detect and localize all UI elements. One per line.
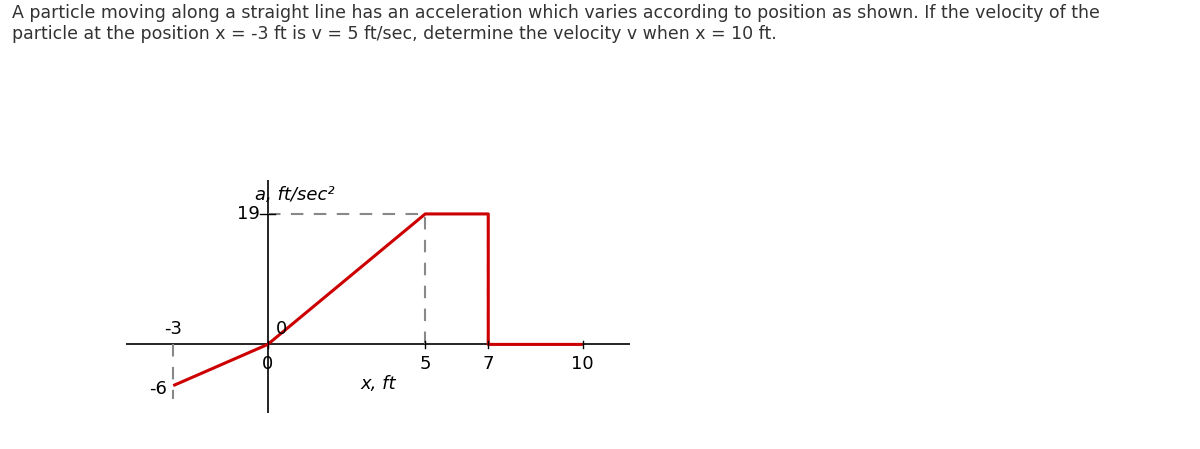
Text: 7: 7 [482,355,494,373]
Text: -3: -3 [164,320,182,338]
Text: 0: 0 [276,320,287,338]
Text: 5: 5 [420,355,431,373]
Text: 10: 10 [571,355,594,373]
Text: a, ft/sec²: a, ft/sec² [256,186,335,204]
Text: A particle moving along a straight line has an acceleration which varies accordi: A particle moving along a straight line … [12,4,1100,43]
Text: x, ft: x, ft [360,375,396,393]
Text: 0: 0 [262,355,274,373]
Text: -6: -6 [149,380,167,398]
Text: 19: 19 [238,205,260,223]
